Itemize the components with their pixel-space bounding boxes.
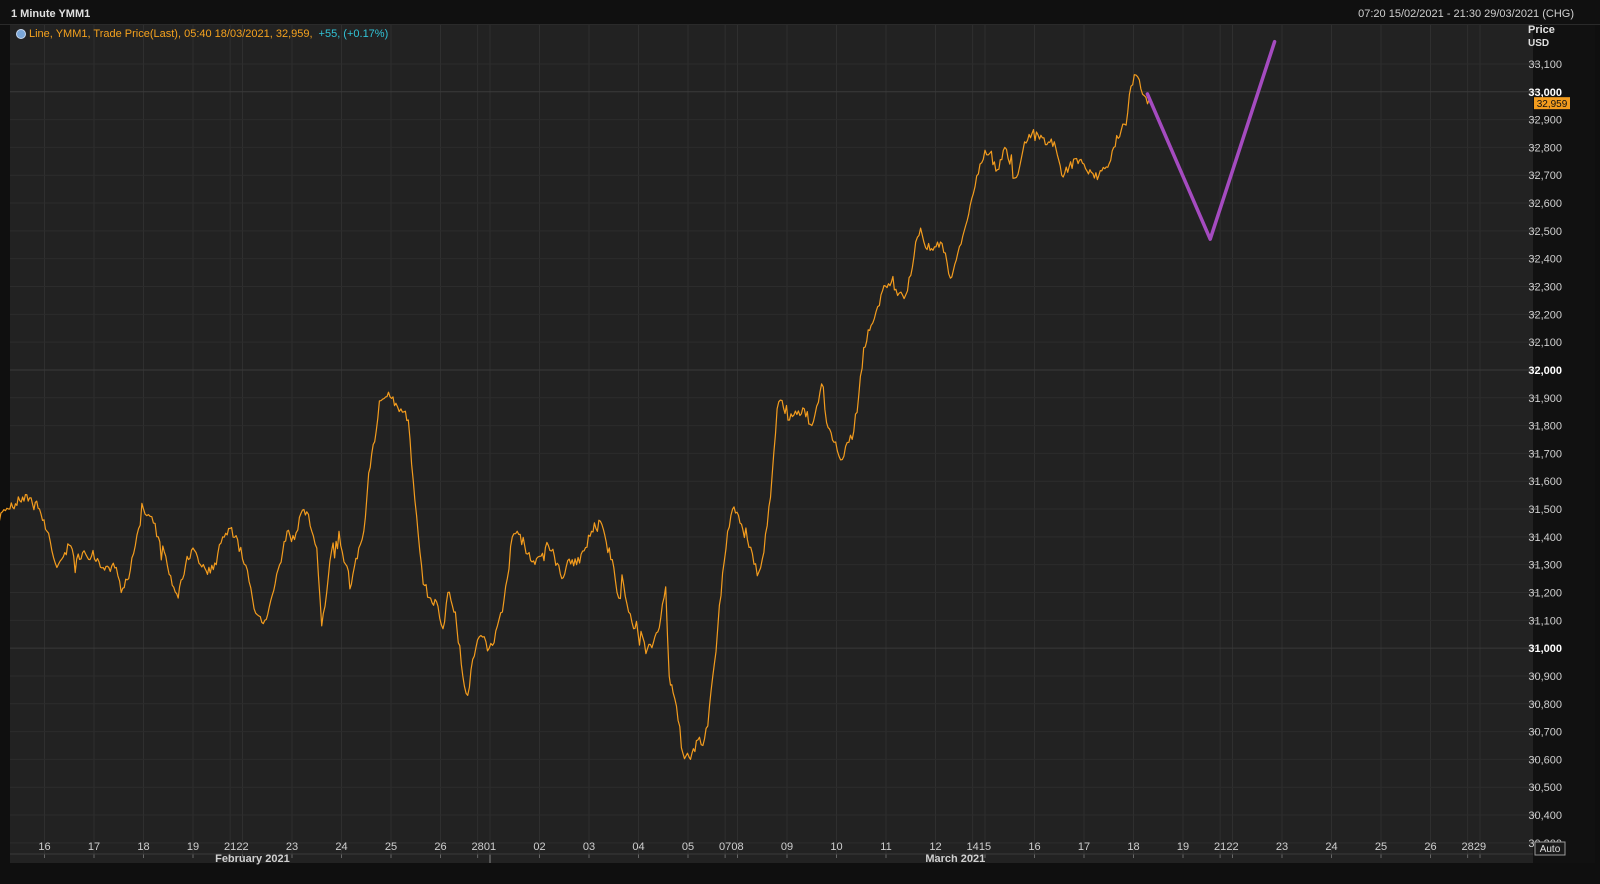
projection-line xyxy=(1145,39,1277,241)
date-range-label: 07:20 15/02/2021 - 21:30 29/03/2021 (CHG… xyxy=(1358,8,1574,20)
y-axis-unit: USD xyxy=(1528,38,1549,49)
chart-title: 1 Minute YMM1 xyxy=(11,8,91,20)
x-tick-label: 16 xyxy=(38,841,50,853)
y-axis-panel xyxy=(1533,25,1595,863)
y-tick-label: 32,900 xyxy=(1528,115,1562,127)
x-tick-label: 28 xyxy=(472,841,484,853)
y-axis: 30,30030,40030,50030,60030,70030,80030,9… xyxy=(1528,24,1570,856)
y-tick-label: 31,400 xyxy=(1528,532,1562,544)
y-tick-label: 32,600 xyxy=(1528,198,1562,210)
y-tick-label: 31,700 xyxy=(1528,448,1562,460)
x-tick-label: 26 xyxy=(1424,841,1436,853)
last-price-label: 32,959 xyxy=(1537,99,1568,110)
x-tick-label: 25 xyxy=(1375,841,1387,853)
y-tick-label: 31,800 xyxy=(1528,421,1562,433)
x-tick-label: 21 xyxy=(1214,841,1226,853)
x-tick-label: 16 xyxy=(1028,841,1040,853)
series-legend[interactable]: Line, YMM1, Trade Price(Last), 05:40 18/… xyxy=(16,26,388,42)
x-tick-label: 14 xyxy=(967,841,979,853)
x-tick-label: 01 xyxy=(484,841,496,853)
x-tick-label: 09 xyxy=(781,841,793,853)
y-tick-label: 30,700 xyxy=(1528,727,1562,739)
x-tick-label: 18 xyxy=(1127,841,1139,853)
x-tick-label: 03 xyxy=(583,841,595,853)
x-tick-label: 10 xyxy=(830,841,842,853)
x-tick-label: 23 xyxy=(1276,841,1288,853)
y-tick-label: 32,800 xyxy=(1528,142,1562,154)
auto-scale-button[interactable] xyxy=(1534,841,1566,856)
y-tick-label: 30,900 xyxy=(1528,671,1562,683)
y-tick-label: 32,400 xyxy=(1528,254,1562,266)
auto-scale-label[interactable]: Auto xyxy=(1540,844,1561,855)
plot-background xyxy=(10,25,1533,863)
y-tick-label: 31,000 xyxy=(1528,643,1562,655)
x-month-label: February 2021 xyxy=(215,853,290,865)
x-tick-label: 05 xyxy=(682,841,694,853)
x-tick-label: 25 xyxy=(385,841,397,853)
y-tick-label: 33,100 xyxy=(1528,59,1562,71)
x-tick-label: 23 xyxy=(286,841,298,853)
x-tick-label: 12 xyxy=(929,841,941,853)
y-tick-label: 31,200 xyxy=(1528,588,1562,600)
y-tick-label: 32,200 xyxy=(1528,309,1562,321)
x-tick-label: 18 xyxy=(137,841,149,853)
x-tick-label: 08 xyxy=(731,841,743,853)
grid xyxy=(10,25,1533,854)
legend-change-text: +55, (+0.17%) xyxy=(318,28,389,40)
y-tick-label: 31,300 xyxy=(1528,560,1562,572)
y-tick-label: 31,900 xyxy=(1528,393,1562,405)
series-layer xyxy=(0,39,1277,760)
y-tick-label: 33,000 xyxy=(1528,87,1562,99)
x-tick-label: 22 xyxy=(236,841,248,853)
y-tick-label: 31,600 xyxy=(1528,476,1562,488)
x-tick-label: 02 xyxy=(533,841,545,853)
y-tick-label: 30,400 xyxy=(1528,810,1562,822)
x-tick-label: 15 xyxy=(979,841,991,853)
y-tick-label: 30,800 xyxy=(1528,699,1562,711)
y-tick-label: 32,100 xyxy=(1528,337,1562,349)
x-tick-label: 19 xyxy=(1177,841,1189,853)
y-tick-label: 32,300 xyxy=(1528,281,1562,293)
globe-icon[interactable] xyxy=(16,29,26,39)
y-tick-label: 30,500 xyxy=(1528,782,1562,794)
chart-header: 1 Minute YMM1 07:20 15/02/2021 - 21:30 2… xyxy=(0,0,1600,25)
x-tick-label: 22 xyxy=(1226,841,1238,853)
price-line xyxy=(0,74,1152,760)
x-tick-label: 17 xyxy=(88,841,100,853)
x-axis: 16 17 18 19 21 22 23 24 25 26 28 01 02 03 04 05 07 08 09 10… xyxy=(38,841,1486,865)
x-tick-label: 21 xyxy=(224,841,236,853)
y-tick-label: 32,500 xyxy=(1528,226,1562,238)
x-month-label: March 2021 xyxy=(925,853,985,865)
y-tick-label: 31,500 xyxy=(1528,504,1562,516)
x-tick-label: 26 xyxy=(434,841,446,853)
last-price-tag xyxy=(1534,97,1570,110)
y-tick-label: 32,000 xyxy=(1528,365,1562,377)
x-tick-label: 17 xyxy=(1078,841,1090,853)
x-tick-label: 07 xyxy=(719,841,731,853)
y-tick-label: 32,700 xyxy=(1528,170,1562,182)
x-tick-label: 24 xyxy=(335,841,347,853)
x-tick-label: 04 xyxy=(632,841,644,853)
y-tick-label: 30,600 xyxy=(1528,754,1562,766)
x-tick-label: 24 xyxy=(1325,841,1337,853)
x-tick-label: 29 xyxy=(1474,841,1486,853)
y-axis-title: Price xyxy=(1528,24,1555,36)
x-tick-label: 11 xyxy=(880,841,891,853)
x-tick-label: 19 xyxy=(187,841,199,853)
x-tick-label: 28 xyxy=(1462,841,1474,853)
legend-series-text: Line, YMM1, Trade Price(Last), 05:40 18/… xyxy=(29,28,313,40)
y-tick-label: 31,100 xyxy=(1528,615,1562,627)
